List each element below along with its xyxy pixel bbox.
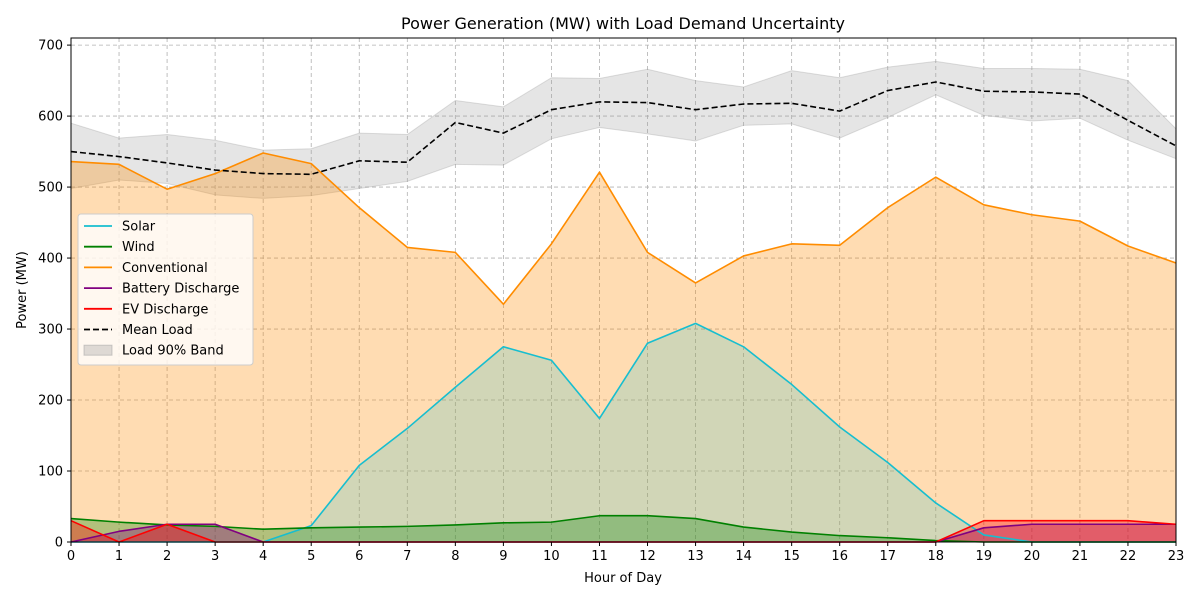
wind-area [71, 515, 1176, 542]
solar-area [71, 323, 1176, 542]
x-tick-label: 13 [687, 549, 704, 564]
x-axis-label: Hour of Day [584, 571, 662, 586]
x-tick-label: 0 [67, 549, 75, 564]
x-tick-label: 17 [879, 549, 896, 564]
x-axis-ticks: 0 1 2 3 4 5 6 7 8 9 10 11 12 13 14 15 16 17 18 19 20 21 22 23 [67, 542, 1184, 564]
x-tick-label: 16 [831, 549, 848, 564]
legend-swatch-load-90-band [83, 344, 113, 356]
plot-frame [70, 37, 1177, 543]
y-tick-label: 0 [55, 536, 63, 551]
x-tick-label: 11 [591, 549, 608, 564]
x-tick-label: 10 [543, 549, 560, 564]
x-tick-label: 2 [163, 549, 171, 564]
x-tick-label: 7 [403, 549, 411, 564]
x-tick-label: 23 [1168, 549, 1185, 564]
legend-label-ev-discharge: EV Discharge [122, 302, 208, 317]
conventional-line [70, 152, 1177, 305]
legend-label-mean-load: Mean Load [122, 323, 193, 338]
legend-box [77, 213, 254, 366]
y-axis-ticks: 0 100 200 300 400 500 600 700 [38, 39, 71, 551]
x-tick-label: 21 [1072, 549, 1089, 564]
y-tick-label: 700 [38, 39, 63, 54]
x-tick-label: 19 [976, 549, 993, 564]
legend-label-battery-discharge: Battery Discharge [122, 282, 239, 297]
chart-legend: Solar Wind Conventional Battery Discharge EV… [77, 213, 254, 366]
y-tick-label: 600 [38, 110, 63, 125]
x-tick-label: 1 [115, 549, 123, 564]
conventional-area [71, 152, 1176, 542]
y-tick-label: 100 [38, 465, 63, 480]
y-tick-label: 200 [38, 394, 63, 409]
x-tick-label: 14 [735, 549, 752, 564]
x-tick-label: 4 [259, 549, 267, 564]
x-tick-label: 12 [639, 549, 656, 564]
chart-title: Power Generation (MW) with Load Demand U… [401, 14, 845, 33]
y-axis-label: Power (MW) [15, 251, 30, 329]
mean-load-line [70, 81, 1177, 176]
y-tick-label: 500 [38, 181, 63, 196]
y-tick-label: 400 [38, 252, 63, 267]
x-tick-label: 5 [307, 549, 315, 564]
legend-label-wind: Wind [122, 240, 155, 255]
x-tick-label: 3 [211, 549, 219, 564]
area-fill-layer [71, 152, 1176, 542]
x-tick-label: 20 [1024, 549, 1041, 564]
x-tick-label: 22 [1120, 549, 1137, 564]
legend-label-solar: Solar [122, 220, 156, 235]
x-tick-label: 9 [499, 549, 507, 564]
ev-discharge-area [71, 520, 1176, 542]
legend-label-load-90-band: Load 90% Band [122, 344, 224, 359]
y-tick-label: 300 [38, 323, 63, 338]
x-tick-label: 6 [355, 549, 363, 564]
x-tick-label: 18 [928, 549, 945, 564]
x-tick-label: 15 [783, 549, 800, 564]
legend-label-conventional: Conventional [122, 261, 208, 276]
x-tick-label: 8 [451, 549, 459, 564]
